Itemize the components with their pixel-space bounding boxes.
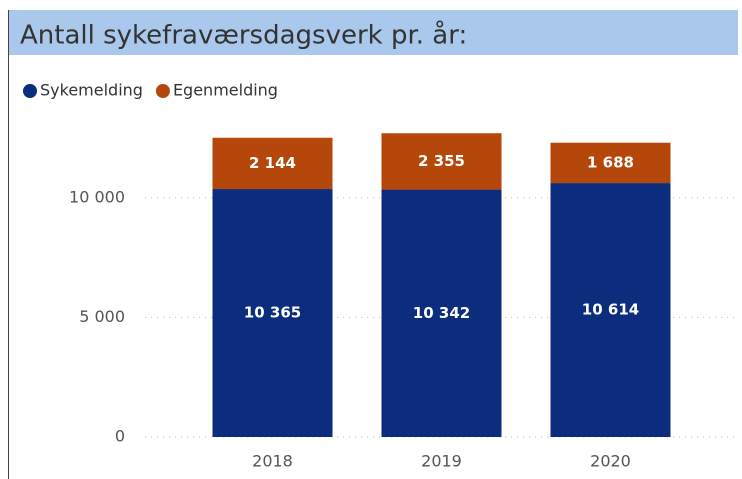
value-label: 2 355 [418, 152, 465, 170]
bar-segment [550, 183, 671, 437]
title-bar [8, 10, 738, 55]
bar-segment [381, 189, 502, 437]
value-label: 10 342 [413, 304, 470, 322]
chart-title: Antall sykefraværsdagsverk pr. år: [20, 20, 467, 51]
bar-segment [212, 189, 333, 437]
value-label: 10 365 [244, 304, 301, 322]
bar-segment [212, 137, 333, 190]
x-tick-label: 2018 [252, 452, 293, 471]
bar-segment [550, 142, 671, 184]
legend-marker [23, 84, 37, 98]
y-tick-label: 5 000 [79, 307, 125, 326]
x-tick-label: 2019 [421, 452, 462, 471]
value-label: 2 144 [249, 154, 296, 172]
y-tick-label: 10 000 [69, 187, 125, 206]
legend-label: Sykemelding [40, 81, 143, 100]
y-tick-label: 0 [115, 427, 125, 446]
value-label: 1 688 [587, 153, 634, 171]
bar-segment [381, 133, 502, 190]
x-tick-label: 2020 [590, 452, 631, 471]
legend-label: Egenmelding [173, 81, 278, 100]
value-label: 10 614 [582, 301, 639, 319]
legend-marker [155, 84, 170, 98]
